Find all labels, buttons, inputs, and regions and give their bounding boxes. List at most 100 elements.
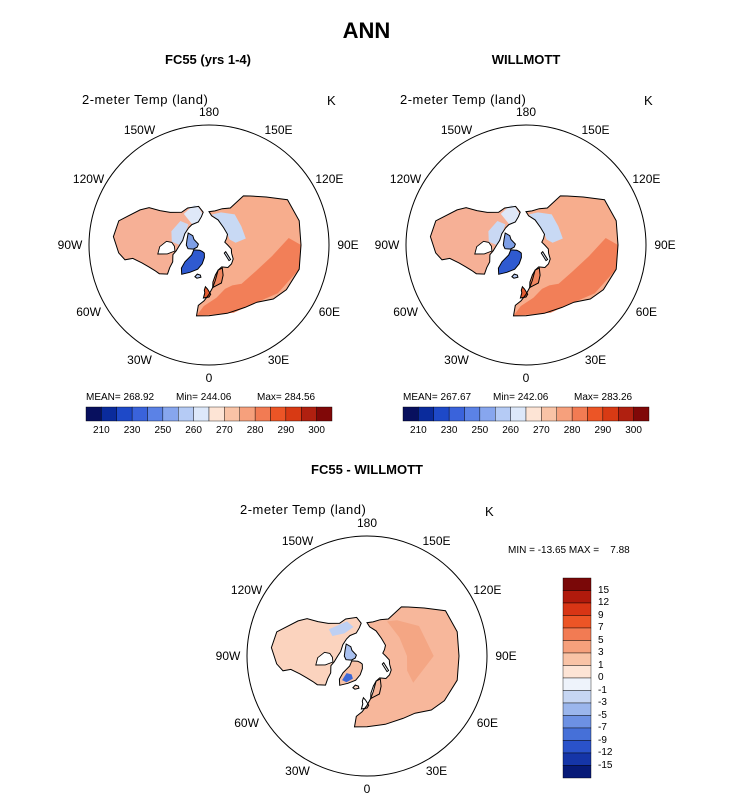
colorbar-swatch (162, 406, 179, 422)
longitude-label: 90W (374, 238, 400, 252)
colorbar-tick-label: 280 (563, 425, 581, 436)
colorbar-swatch (562, 740, 592, 754)
colorbar-swatch (418, 406, 434, 422)
colorbar-swatch (208, 406, 225, 422)
coastline (338, 660, 363, 686)
panel-1-units: K (327, 93, 337, 108)
colorbar-tick-label: 260 (185, 425, 202, 436)
colorbar-swatch (562, 677, 592, 691)
colorbar-swatch (270, 406, 287, 422)
coastline (381, 661, 390, 673)
colorbar-swatch (193, 406, 210, 422)
colorbar-swatch (301, 406, 317, 422)
longitude-label: 60E (476, 715, 499, 730)
colorbar-tick-label: 3 (598, 647, 604, 658)
longitude-label: 60E (318, 304, 341, 319)
colorbar-tick-label: 230 (440, 425, 458, 436)
longitude-label: 120W (389, 171, 422, 186)
longitude-label: 30E (267, 353, 290, 368)
archipelago-field (186, 233, 199, 250)
coastline (202, 285, 212, 299)
longitude-label: 30W (127, 353, 152, 368)
longitude-label: 90E (337, 238, 359, 252)
coastline (343, 643, 357, 661)
colorbar-tick-label: 260 (502, 425, 519, 436)
longitude-label: 150E (581, 122, 610, 137)
longitude-label: 60W (76, 304, 101, 319)
map-fields (406, 125, 646, 365)
colorbar-tick-label: 250 (471, 425, 489, 436)
colorbar-tick-label: 270 (216, 425, 233, 436)
diff-panel-polar-map (246, 535, 488, 777)
coastline (429, 205, 521, 275)
greenland-field (181, 249, 205, 275)
panel-2-min: Min= 242.06 (493, 392, 549, 403)
colorbar-swatch (562, 702, 592, 716)
colorbar-swatch (178, 406, 194, 422)
colorbar-tick-label: -3 (598, 697, 607, 708)
alaska-field (183, 204, 203, 225)
longitude-label: 120E (473, 582, 502, 597)
longitude-label: 180 (356, 516, 378, 530)
coastline (112, 205, 204, 275)
longitude-label: 150W (281, 533, 314, 548)
longitude-label: 120W (72, 171, 105, 186)
coastline (270, 616, 362, 686)
coastline (502, 232, 516, 250)
novaya-zemlya-field (541, 251, 548, 261)
colorbar-swatch (562, 690, 592, 704)
colorbar-tick-label: 1 (598, 659, 604, 671)
colorbar-tick-label: -15 (598, 759, 613, 771)
diff-panel-units: K (485, 504, 495, 519)
colorbar-swatch (510, 406, 527, 422)
coastline (212, 267, 224, 289)
colorbar-tick-label: 210 (93, 425, 110, 436)
colorbar-tick-label: -7 (598, 722, 607, 733)
longitude-label: 60E (635, 304, 658, 319)
coastline (540, 250, 549, 262)
colorbar-swatch (618, 406, 634, 422)
alaska-cold-diff (328, 621, 354, 636)
colorbar-tick-label: -12 (598, 747, 613, 758)
diff-panel-colorbar (562, 577, 592, 779)
colorbar-swatch (85, 406, 102, 422)
coastline (185, 232, 199, 250)
coastline (497, 249, 522, 275)
longitude-label: 120W (230, 582, 263, 597)
panel-2-units: K (644, 93, 654, 108)
colorbar-tick-label: -5 (598, 709, 607, 721)
longitude-label: 180 (515, 105, 537, 119)
longitude-label: 150E (422, 533, 451, 548)
panel-2-mean: MEAN= 267.67 (403, 392, 472, 403)
longitude-label: 150W (440, 122, 473, 137)
longitude-label: 60W (393, 304, 418, 319)
coastline (519, 285, 529, 299)
colorbar-swatch (562, 727, 592, 741)
diff-panel-variable-label: 2-meter Temp (land) (240, 502, 367, 517)
longitude-label: 30W (285, 764, 310, 779)
colorbar-swatch (525, 406, 542, 422)
panel-1-title: FC55 (yrs 1-4) (165, 52, 251, 67)
colorbar-swatch (316, 406, 333, 422)
alaska-field (500, 204, 520, 225)
scandinavia-field (529, 268, 541, 288)
colorbar-swatch (562, 652, 592, 666)
colorbar-swatch (116, 406, 133, 422)
diff-panel-title: FC55 - WILLMOTT (311, 462, 423, 477)
colorbar-swatch (587, 406, 604, 422)
siberia-warm-diff (387, 620, 434, 683)
hudson-bay (315, 651, 334, 666)
coastline (529, 267, 541, 289)
coastline (180, 249, 205, 275)
colorbar-swatch (224, 406, 240, 422)
longitude-label: 0 (522, 371, 530, 385)
longitude-label: 30E (425, 764, 448, 779)
longitude-label: 90E (654, 238, 676, 252)
greenland-cold-diff (342, 673, 353, 683)
colorbar-tick-label: 290 (594, 425, 612, 436)
colorbar-swatch (464, 406, 481, 422)
map-fields (247, 536, 487, 776)
panel-2-max: Max= 283.26 (574, 392, 633, 403)
colorbar-swatch (131, 406, 148, 422)
colorbar-tick-label: 290 (277, 425, 295, 436)
